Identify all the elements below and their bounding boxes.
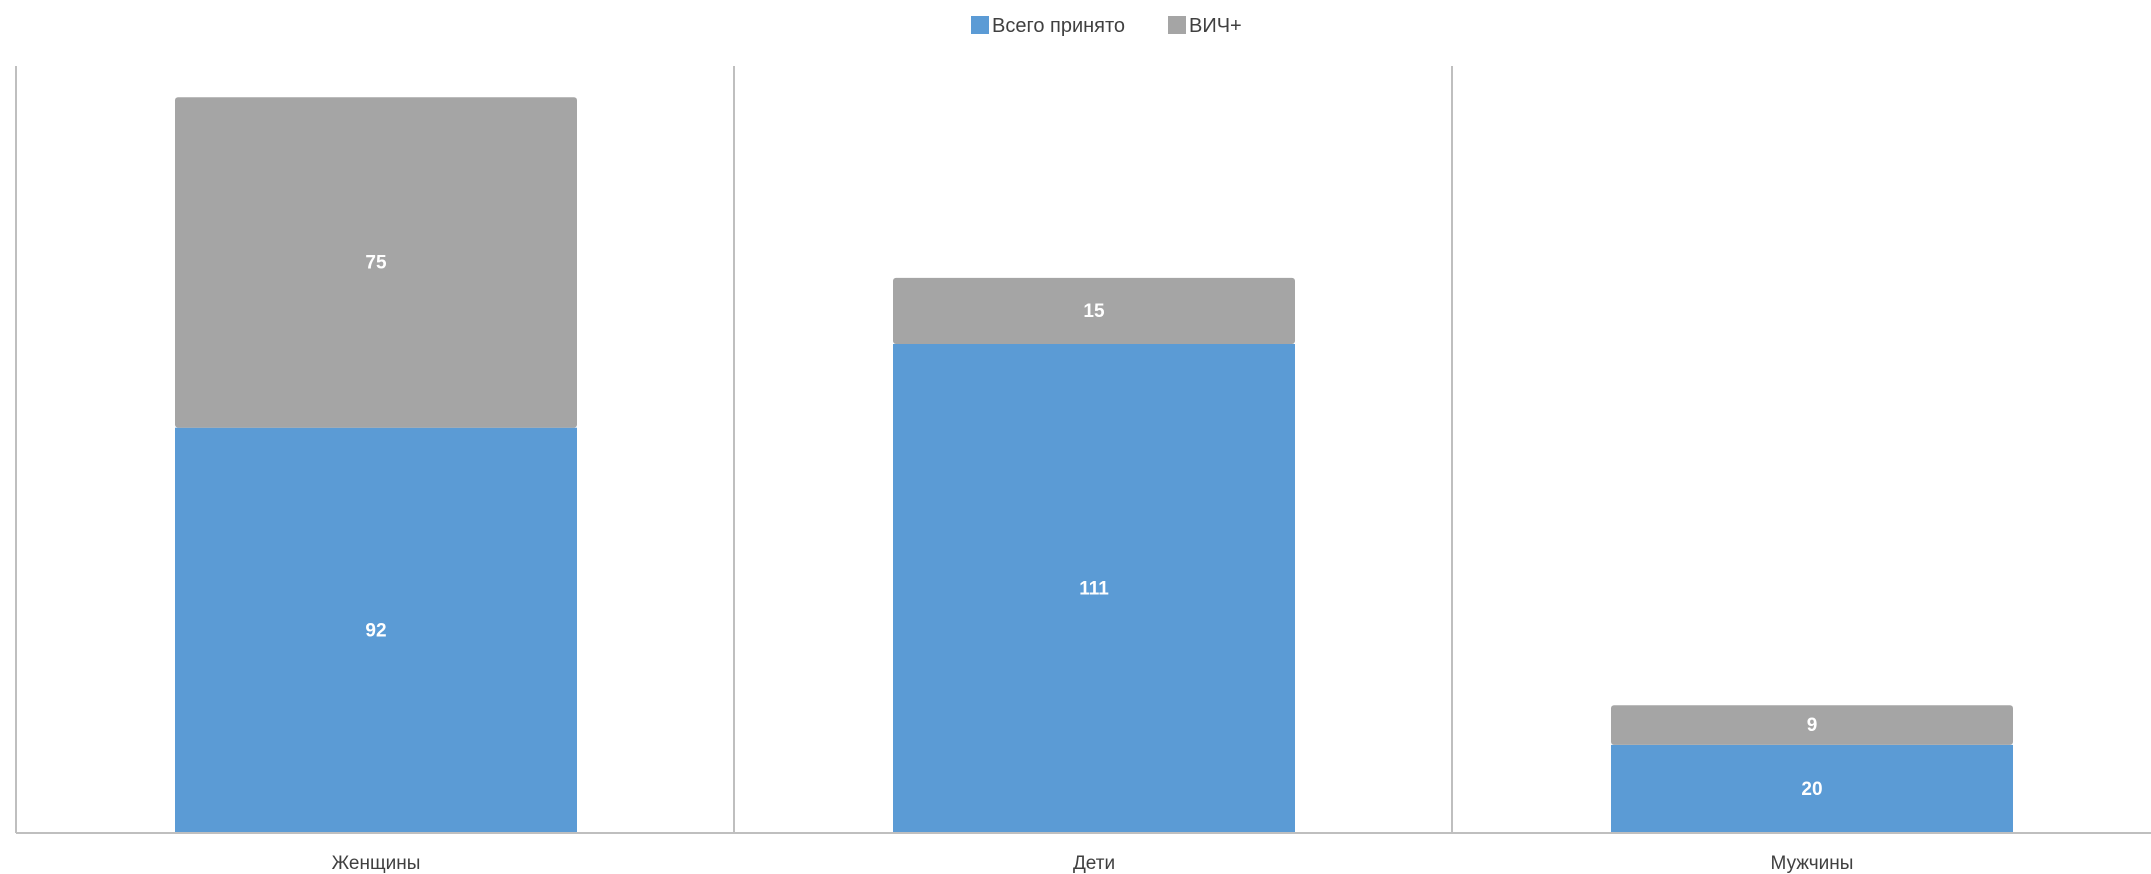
data-label: 15 <box>1083 301 1105 322</box>
legend-label: ВИЧ+ <box>1189 15 1242 37</box>
bar-segment <box>893 277 1295 344</box>
category-labels: Женщины Дети Мужчины <box>332 853 1854 874</box>
bar-segment <box>175 97 577 428</box>
bar-segment <box>1611 705 2013 745</box>
bar-segment <box>1611 744 2013 833</box>
category-label: Мужчины <box>1771 853 1854 874</box>
bars <box>175 97 2013 833</box>
data-label: 111 <box>1079 578 1109 599</box>
data-label: 20 <box>1801 779 1822 800</box>
category-label: Женщины <box>332 853 421 874</box>
legend-label: Всего принято <box>992 15 1125 37</box>
legend-swatch <box>971 16 989 34</box>
category-label: Дети <box>1073 853 1115 874</box>
bar-segment <box>175 427 577 833</box>
category-separators <box>15 66 1453 833</box>
data-label: 92 <box>365 620 386 641</box>
data-labels: 92 75 111 15 20 9 <box>365 252 1822 799</box>
data-label: 75 <box>365 252 387 273</box>
data-label: 9 <box>1807 715 1818 736</box>
legend: Всего принято ВИЧ+ <box>971 15 1242 37</box>
bar-segment <box>893 343 1295 833</box>
legend-swatch <box>1168 16 1186 34</box>
